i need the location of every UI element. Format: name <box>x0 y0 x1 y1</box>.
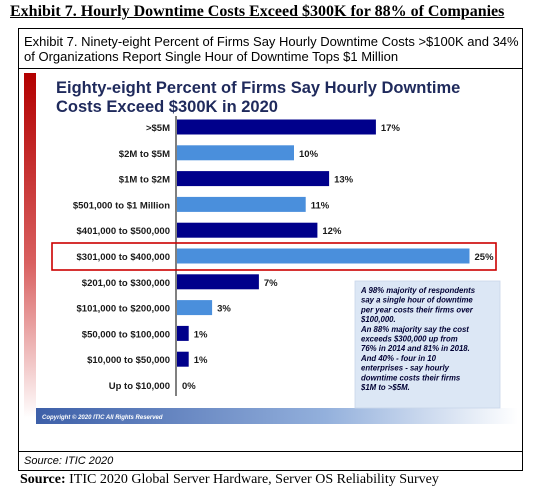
bar-value-label: 3% <box>217 304 231 315</box>
bar <box>177 248 470 264</box>
exhibit-heading: Exhibit 7. Hourly Downtime Costs Exceed … <box>10 3 505 20</box>
y-tick-label: $50,000 to $100,000 <box>82 329 170 340</box>
annotation-line: downtime costs their firms <box>361 373 461 382</box>
copyright-note: Copyright © 2020 ITIC All Rights Reserve… <box>42 414 163 421</box>
y-tick-label: $1M to $2M <box>119 175 170 186</box>
annotation-box <box>354 280 501 409</box>
chart-title-line-1: Eighty-eight Percent of Firms Say Hourly… <box>56 79 460 97</box>
highlight-frame <box>51 242 497 271</box>
annotation-line: say a single hour of downtime <box>361 296 473 305</box>
figure-divider <box>18 451 523 452</box>
source-note: Source: ITIC 2020 <box>24 455 114 467</box>
bar <box>177 171 330 187</box>
bar-value-label: 1% <box>194 329 208 340</box>
red-edge-accent <box>24 73 36 418</box>
bar-value-label: 0% <box>182 381 196 392</box>
bar-value-label: 25% <box>475 252 495 263</box>
chart-title-line-2: Costs Exceed $300K in 2020 <box>56 98 278 116</box>
annotation-line: exceeds $300,000 up from <box>361 335 458 344</box>
bar <box>177 274 259 290</box>
bar <box>177 222 318 238</box>
caption-divider <box>18 68 523 69</box>
bar <box>177 300 213 316</box>
y-tick-label: $401,000 to $500,000 <box>77 226 171 237</box>
bar-value-label: 11% <box>311 200 330 211</box>
bar-value-label: 10% <box>299 149 319 160</box>
y-tick-label: $301,000 to $400,000 <box>77 252 171 263</box>
chart-figure: Copyright © 2020 ITIC All Rights Reserve… <box>24 73 518 433</box>
annotation-line: $1M to >$5M. <box>360 383 410 392</box>
bar-value-label: 7% <box>264 278 278 289</box>
y-tick-label: $10,000 to $50,000 <box>87 355 170 366</box>
y-tick-label: >$5M <box>146 123 170 134</box>
source-label: Source: <box>20 472 66 487</box>
annotation-line: $100,000. <box>360 315 396 324</box>
annotation-line: 76% in 2014 and 81% in 2018. <box>361 344 470 353</box>
bar <box>177 119 376 135</box>
bar <box>177 351 189 367</box>
bar-value-label: 1% <box>194 355 208 366</box>
annotation-line: per year costs their firms over <box>360 305 474 314</box>
source-text: ITIC 2020 Global Server Hardware, Server… <box>69 472 439 487</box>
source-line: Source: ITIC 2020 Global Server Hardware… <box>20 472 439 488</box>
bar-value-label: 17% <box>381 123 401 134</box>
bar-value-label: 12% <box>322 226 342 237</box>
downtime-cost-bar-chart: Copyright © 2020 ITIC All Rights Reserve… <box>24 73 518 424</box>
annotation-line: And 40% - four in 10 <box>360 354 437 363</box>
exhibit-frame <box>18 28 523 471</box>
y-tick-label: $201,00 to $300,000 <box>82 278 170 289</box>
y-tick-label: $101,000 to $200,000 <box>77 304 171 315</box>
chart-footer-band <box>36 408 518 424</box>
bar <box>177 325 189 341</box>
bar <box>177 145 294 161</box>
annotation-line: A 98% majority of respondents <box>360 286 476 295</box>
y-tick-label: Up to $10,000 <box>109 381 170 392</box>
bar <box>177 196 306 212</box>
bar-series: >$5M 17% $2M to $5M 10% $1M to $2M 13% $501,00… <box>73 119 495 392</box>
y-tick-label: $501,000 to $1 Million <box>73 200 170 211</box>
y-tick-label: $2M to $5M <box>119 149 170 160</box>
bar-value-label: 13% <box>334 175 354 186</box>
annotation-line: An 88% majority say the cost <box>360 325 469 334</box>
exhibit-caption: Exhibit 7. Ninety-eight Percent of Firms… <box>24 34 519 64</box>
annotation-line: enterprises - say hourly <box>361 364 450 373</box>
